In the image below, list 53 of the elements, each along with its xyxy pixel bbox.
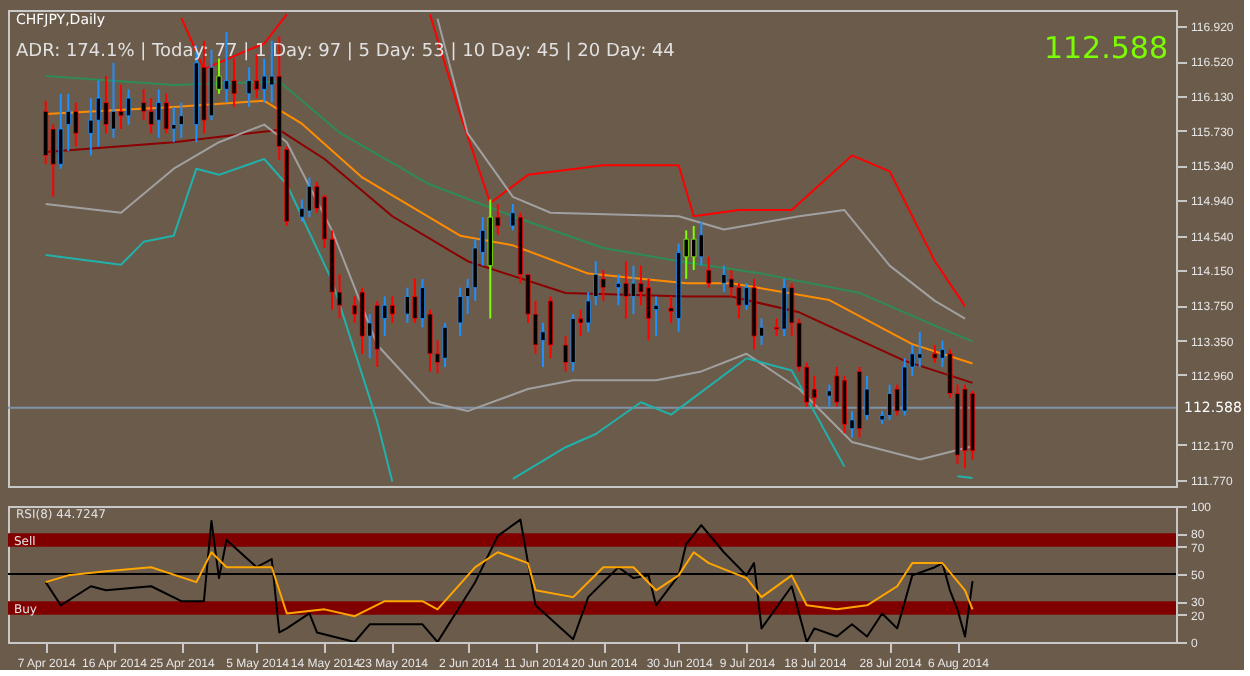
candlestick bbox=[246, 66, 252, 108]
candlestick bbox=[706, 255, 712, 289]
candlestick bbox=[826, 383, 832, 408]
candlestick bbox=[103, 75, 109, 135]
candlestick bbox=[593, 260, 599, 307]
candlestick bbox=[389, 295, 395, 324]
candlestick bbox=[623, 260, 629, 320]
candlestick bbox=[163, 92, 169, 135]
candlestick bbox=[178, 101, 184, 139]
candlestick bbox=[645, 277, 652, 342]
candlestick bbox=[547, 295, 554, 360]
candlestick bbox=[841, 374, 848, 435]
candlestick bbox=[570, 313, 576, 373]
candlestick bbox=[110, 61, 117, 139]
candlestick bbox=[73, 101, 79, 148]
candlestick bbox=[630, 264, 637, 316]
candlestick bbox=[653, 295, 659, 338]
candlestick bbox=[254, 53, 260, 100]
candlestick bbox=[404, 286, 410, 324]
candlestick bbox=[141, 88, 147, 122]
line-series bbox=[44, 75, 974, 343]
candlestick bbox=[412, 277, 418, 324]
candlestick bbox=[359, 286, 365, 355]
candlestick bbox=[442, 321, 448, 368]
candlestick bbox=[698, 220, 704, 267]
line-series bbox=[44, 123, 974, 461]
candlestick bbox=[156, 88, 162, 139]
candlestick bbox=[306, 176, 313, 219]
candlestick bbox=[148, 97, 154, 135]
candlestick bbox=[864, 374, 870, 421]
candlestick bbox=[728, 269, 735, 298]
candlestick bbox=[58, 92, 64, 170]
candlestick bbox=[374, 299, 380, 368]
annotation: 112.588 bbox=[1043, 30, 1168, 66]
candlestick bbox=[887, 383, 893, 421]
candlestick bbox=[585, 291, 591, 333]
candlestick bbox=[721, 264, 727, 294]
candlestick bbox=[736, 282, 742, 320]
candlestick bbox=[261, 57, 267, 104]
candlestick bbox=[457, 286, 463, 338]
candlestick bbox=[95, 79, 102, 148]
candlestick bbox=[691, 224, 697, 272]
candlestick bbox=[125, 88, 132, 126]
candlestick bbox=[118, 83, 124, 130]
candlestick bbox=[811, 374, 817, 408]
candlestick bbox=[171, 105, 177, 144]
candlestick bbox=[231, 57, 237, 108]
candlestick bbox=[917, 330, 923, 368]
line-series bbox=[44, 551, 974, 618]
candlestick bbox=[615, 273, 621, 307]
candlestick bbox=[600, 269, 606, 302]
line-series bbox=[44, 99, 974, 365]
candlestick bbox=[781, 277, 787, 338]
